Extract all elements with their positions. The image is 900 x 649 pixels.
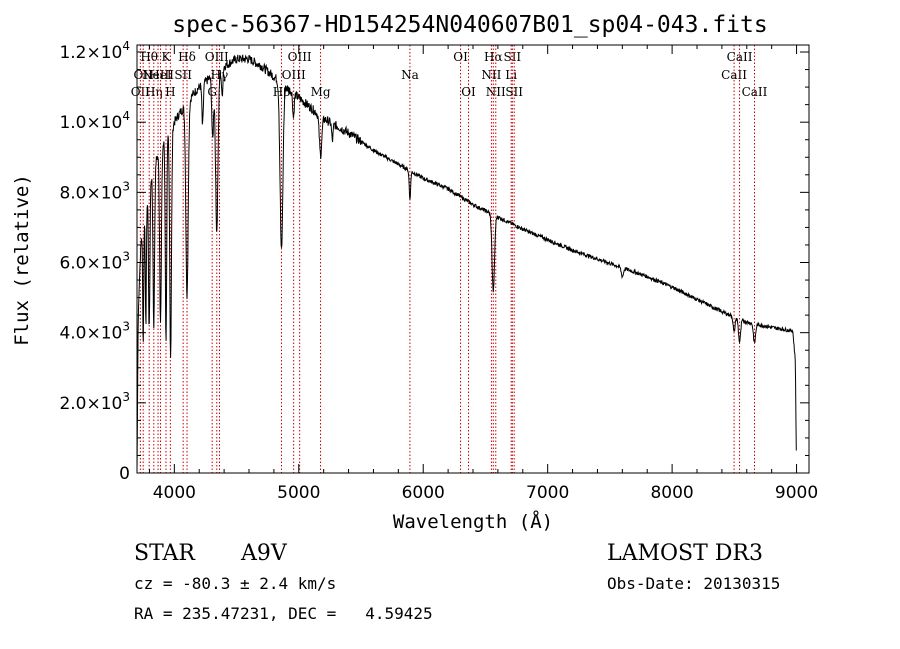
survey-name: LAMOST DR3 [607, 541, 763, 566]
marker-label: SII [505, 85, 523, 99]
marker-label: CaII [721, 68, 747, 82]
x-tick-label: 8000 [650, 483, 693, 503]
x-tick-label: 5000 [277, 483, 320, 503]
marker-label: H [165, 85, 175, 99]
x-tick-label: 7000 [526, 483, 569, 503]
y-tick-label: 6.0×103 [59, 250, 130, 274]
marker-label: Hδ [178, 50, 196, 64]
marker-label: K [162, 50, 172, 64]
object-class: STAR [134, 541, 196, 566]
marker-label: OIII [288, 50, 312, 64]
marker-label: OIII [282, 68, 306, 82]
x-axis-label: Wavelength (Å) [393, 510, 553, 533]
obs-date: Obs-Date: 20130315 [607, 574, 780, 593]
y-tick-label: 4.0×103 [59, 320, 130, 344]
marker-label: CaII [742, 85, 768, 99]
y-tick-label: 1.0×104 [59, 109, 130, 133]
marker-label: OII [131, 85, 151, 99]
marker-label: OII [134, 68, 154, 82]
y-tick-label: 0 [119, 464, 130, 484]
x-axis-ticks: 4000 5000 6000 7000 8000 9000 [148, 45, 818, 503]
marker-label: SII [174, 68, 192, 82]
x-tick-label: 4000 [153, 483, 196, 503]
marker-label: NeIII [142, 68, 174, 82]
marker-label: Hα [484, 50, 503, 64]
x-tick-label: 9000 [775, 483, 818, 503]
y-tick-label: 2.0×103 [59, 390, 130, 414]
marker-label: NII [481, 68, 501, 82]
y-tick-label: 1.2×104 [59, 39, 130, 63]
marker-label: HeI [149, 68, 172, 82]
y-axis-label: Flux (relative) [11, 174, 33, 346]
marker-label: Hη [145, 85, 163, 99]
spectrum-series [136, 54, 797, 474]
x-tick-label: 6000 [402, 483, 445, 503]
y-tick-label: 8.0×103 [59, 179, 130, 203]
spectrum-line [136, 54, 797, 474]
y-axis-ticks: 0 2.0×103 4.0×103 6.0×103 8.0×103 1.0×104 1.2×… [59, 39, 809, 484]
marker-label: OIII [205, 50, 229, 64]
marker-label: CaII [727, 50, 753, 64]
coordinates: RA = 235.47231, DEC = 4.59425 [134, 604, 433, 623]
marker-label: Li [505, 68, 517, 82]
line-markers: OIIOIIHθHηNeIIIHeIKHSIIHδGOIIIHγHβOIIIOI… [131, 45, 768, 473]
marker-label: NII [486, 85, 506, 99]
marker-label: OI [461, 85, 476, 99]
chart-title: spec-56367-HD154254N040607B01_sp04-043.f… [172, 12, 767, 38]
object-subclass: A9V [240, 541, 288, 566]
marker-label: G [207, 85, 217, 99]
marker-label: Na [401, 68, 419, 82]
marker-label: SII [503, 50, 521, 64]
velocity-readout: cz = -80.3 ± 2.4 km/s [134, 574, 336, 593]
marker-label: Mg [311, 85, 331, 99]
marker-label: OI [453, 50, 468, 64]
